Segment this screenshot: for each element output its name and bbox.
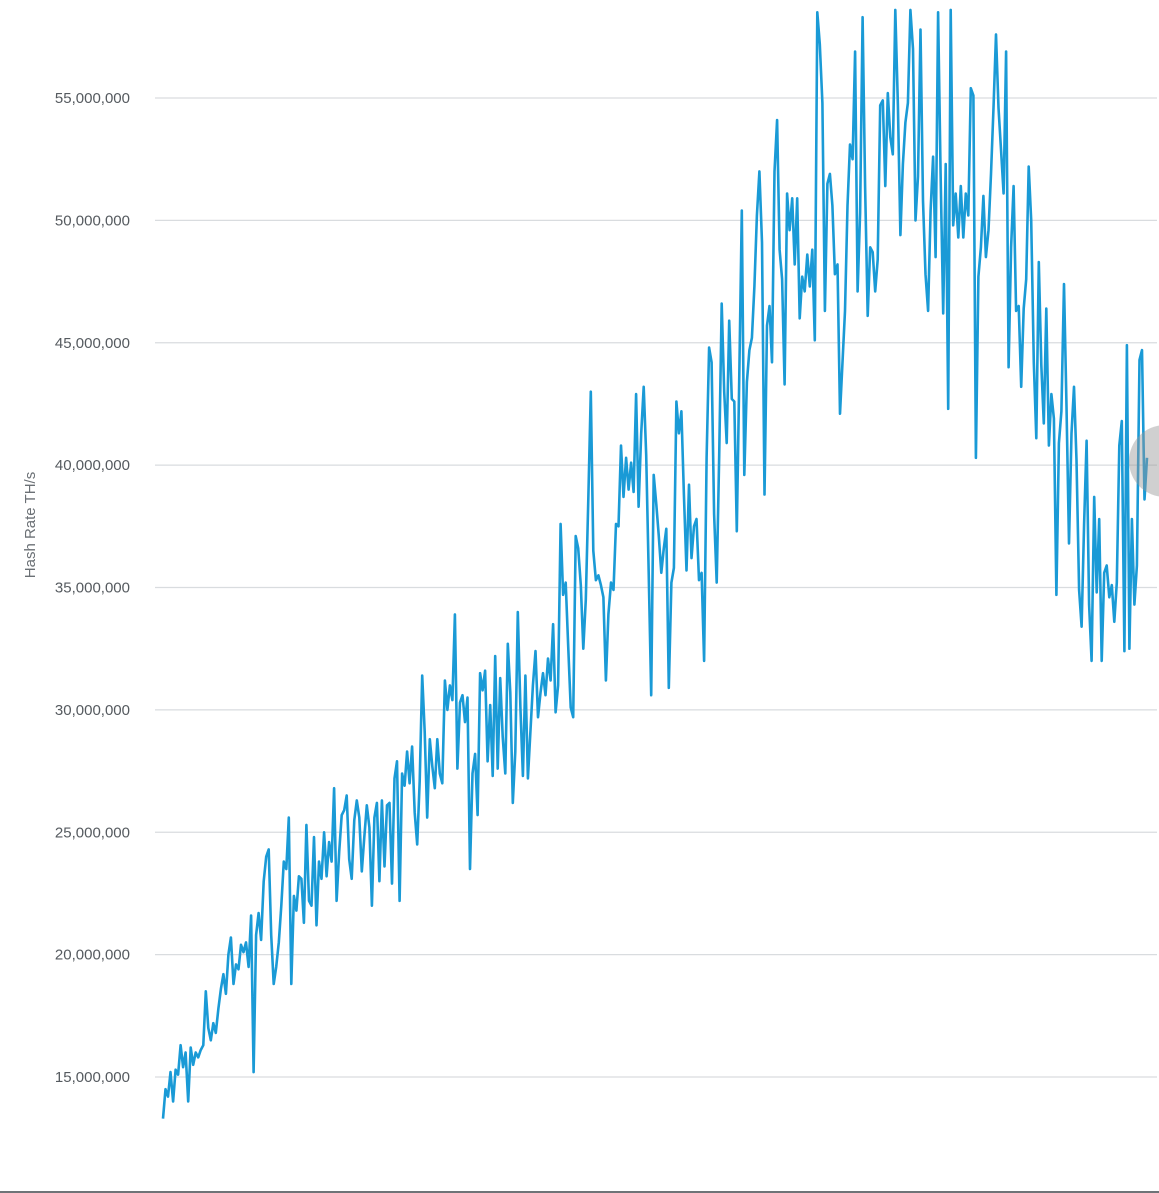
series-layer [161,8,1149,1119]
y-tick-label: 20,000,000 [55,947,130,964]
y-tick-label: 25,000,000 [55,824,130,841]
y-axis-tick-labels: 15,000,000 20,000,000 25,000,000 30,000,000… [55,90,130,1086]
y-tick-label: 35,000,000 [55,580,130,597]
gridlines [155,97,1157,1078]
y-tick-label: 40,000,000 [55,457,130,474]
y-tick-label: 50,000,000 [55,212,130,229]
bottom-divider [0,1191,1159,1193]
y-tick-label: 45,000,000 [55,335,130,352]
y-tick-label: 55,000,000 [55,90,130,107]
y-tick-label: 15,000,000 [55,1069,130,1086]
y-axis-title: Hash Rate TH/s [22,472,39,578]
hash-rate-series-line [161,8,1149,1119]
y-tick-label: 30,000,000 [55,702,130,719]
